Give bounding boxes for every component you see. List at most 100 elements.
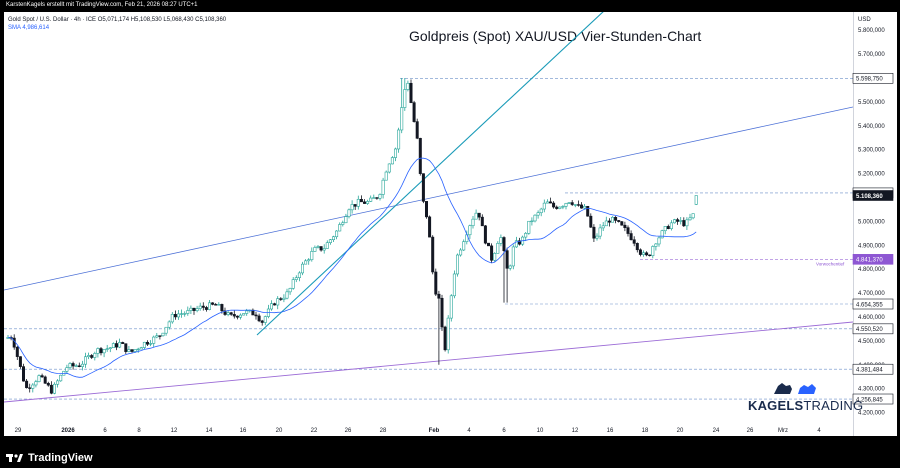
- candle-body[interactable]: [548, 201, 552, 204]
- candle-body[interactable]: [688, 217, 692, 221]
- candle-body[interactable]: [198, 305, 202, 309]
- candle-body[interactable]: [204, 307, 208, 310]
- price-level-badge[interactable]: [852, 323, 894, 335]
- candle-body[interactable]: [177, 313, 181, 318]
- candle-body[interactable]: [471, 218, 475, 227]
- candle-body[interactable]: [428, 216, 432, 238]
- candle-body[interactable]: [586, 205, 590, 217]
- candle-body[interactable]: [366, 201, 370, 204]
- price-level-badge[interactable]: [852, 363, 894, 375]
- candle-body[interactable]: [186, 310, 190, 314]
- candle-body[interactable]: [136, 348, 140, 351]
- candle-body[interactable]: [583, 205, 587, 209]
- price-level-badge[interactable]: [852, 72, 894, 84]
- candle-body[interactable]: [161, 332, 165, 337]
- candle-body[interactable]: [183, 313, 187, 315]
- candle-body[interactable]: [288, 288, 292, 293]
- candle-body[interactable]: [483, 225, 487, 244]
- candle-body[interactable]: [189, 307, 193, 311]
- candle-body[interactable]: [579, 204, 583, 209]
- candle-body[interactable]: [15, 346, 19, 357]
- candle-body[interactable]: [542, 202, 546, 210]
- candle-body[interactable]: [214, 304, 218, 306]
- sma-line[interactable]: [7, 157, 697, 378]
- candle-body[interactable]: [257, 315, 261, 322]
- candle-body[interactable]: [381, 179, 385, 195]
- candle-body[interactable]: [220, 304, 224, 312]
- candle-body[interactable]: [338, 224, 342, 232]
- candle-body[interactable]: [527, 220, 531, 234]
- candle-body[interactable]: [362, 201, 366, 204]
- candle-body[interactable]: [149, 343, 153, 345]
- candle-body[interactable]: [310, 251, 314, 261]
- candle-body[interactable]: [118, 342, 122, 348]
- candle-body[interactable]: [195, 308, 199, 311]
- candle-body[interactable]: [229, 312, 233, 315]
- candle-body[interactable]: [641, 252, 645, 255]
- candle-body[interactable]: [403, 89, 407, 108]
- candle-body[interactable]: [242, 313, 246, 316]
- candle-body[interactable]: [65, 367, 69, 372]
- candle-body[interactable]: [25, 380, 29, 389]
- candle-body[interactable]: [564, 203, 568, 207]
- candle-body[interactable]: [607, 220, 611, 223]
- candle-body[interactable]: [56, 380, 60, 385]
- candle-body[interactable]: [694, 195, 698, 205]
- candle-body[interactable]: [477, 212, 481, 218]
- candle-body[interactable]: [99, 348, 103, 354]
- candle-body[interactable]: [80, 363, 84, 367]
- candle-body[interactable]: [328, 239, 332, 243]
- candle-body[interactable]: [155, 335, 159, 338]
- candle-body[interactable]: [344, 216, 348, 224]
- candle-body[interactable]: [28, 387, 32, 389]
- candle-body[interactable]: [601, 225, 605, 229]
- candle-body[interactable]: [90, 355, 94, 358]
- candle-body[interactable]: [34, 381, 38, 386]
- currency-label[interactable]: USD: [858, 17, 871, 23]
- candle-body[interactable]: [567, 202, 571, 204]
- candle-body[interactable]: [164, 326, 168, 334]
- candle-body[interactable]: [335, 230, 339, 238]
- steep-teal-trend-line[interactable]: [256, 10, 605, 336]
- candle-body[interactable]: [645, 252, 649, 256]
- candle-body[interactable]: [570, 202, 574, 205]
- candle-body[interactable]: [462, 241, 466, 251]
- candle-body[interactable]: [170, 314, 174, 323]
- candle-body[interactable]: [443, 326, 447, 351]
- candle-body[interactable]: [260, 320, 264, 323]
- candle-body[interactable]: [245, 310, 249, 314]
- candle-body[interactable]: [598, 227, 602, 237]
- candle-body[interactable]: [46, 382, 50, 386]
- candle-body[interactable]: [437, 293, 441, 299]
- candle-body[interactable]: [558, 206, 562, 209]
- candle-body[interactable]: [524, 233, 528, 238]
- candle-body[interactable]: [375, 197, 379, 199]
- candle-body[interactable]: [632, 239, 636, 244]
- candle-body[interactable]: [353, 204, 357, 207]
- candle-body[interactable]: [319, 246, 323, 251]
- candle-body[interactable]: [412, 102, 416, 122]
- candle-body[interactable]: [121, 342, 125, 344]
- candle-body[interactable]: [576, 204, 580, 206]
- candle-body[interactable]: [604, 220, 608, 227]
- candle-body[interactable]: [359, 199, 363, 203]
- candle-body[interactable]: [530, 220, 534, 223]
- candle-body[interactable]: [158, 335, 162, 337]
- candle-body[interactable]: [152, 336, 156, 344]
- candle-body[interactable]: [499, 237, 503, 244]
- candle-body[interactable]: [279, 298, 283, 300]
- candle-body[interactable]: [691, 213, 695, 219]
- candle-body[interactable]: [84, 356, 88, 365]
- upper-trend-line[interactable]: [4, 106, 853, 291]
- candle-body[interactable]: [142, 341, 146, 348]
- candle-body[interactable]: [393, 148, 397, 158]
- candle-body[interactable]: [431, 236, 435, 273]
- candle-body[interactable]: [347, 209, 351, 217]
- candle-body[interactable]: [672, 219, 676, 224]
- symbol-legend[interactable]: Gold Spot / U.S. Dollar · 4h · ICE O5,07…: [8, 17, 227, 23]
- candle-body[interactable]: [390, 157, 394, 165]
- candle-body[interactable]: [102, 349, 106, 354]
- candle-body[interactable]: [239, 314, 243, 318]
- candle-body[interactable]: [517, 240, 521, 245]
- tradingview-brand[interactable]: TradingView: [6, 452, 93, 464]
